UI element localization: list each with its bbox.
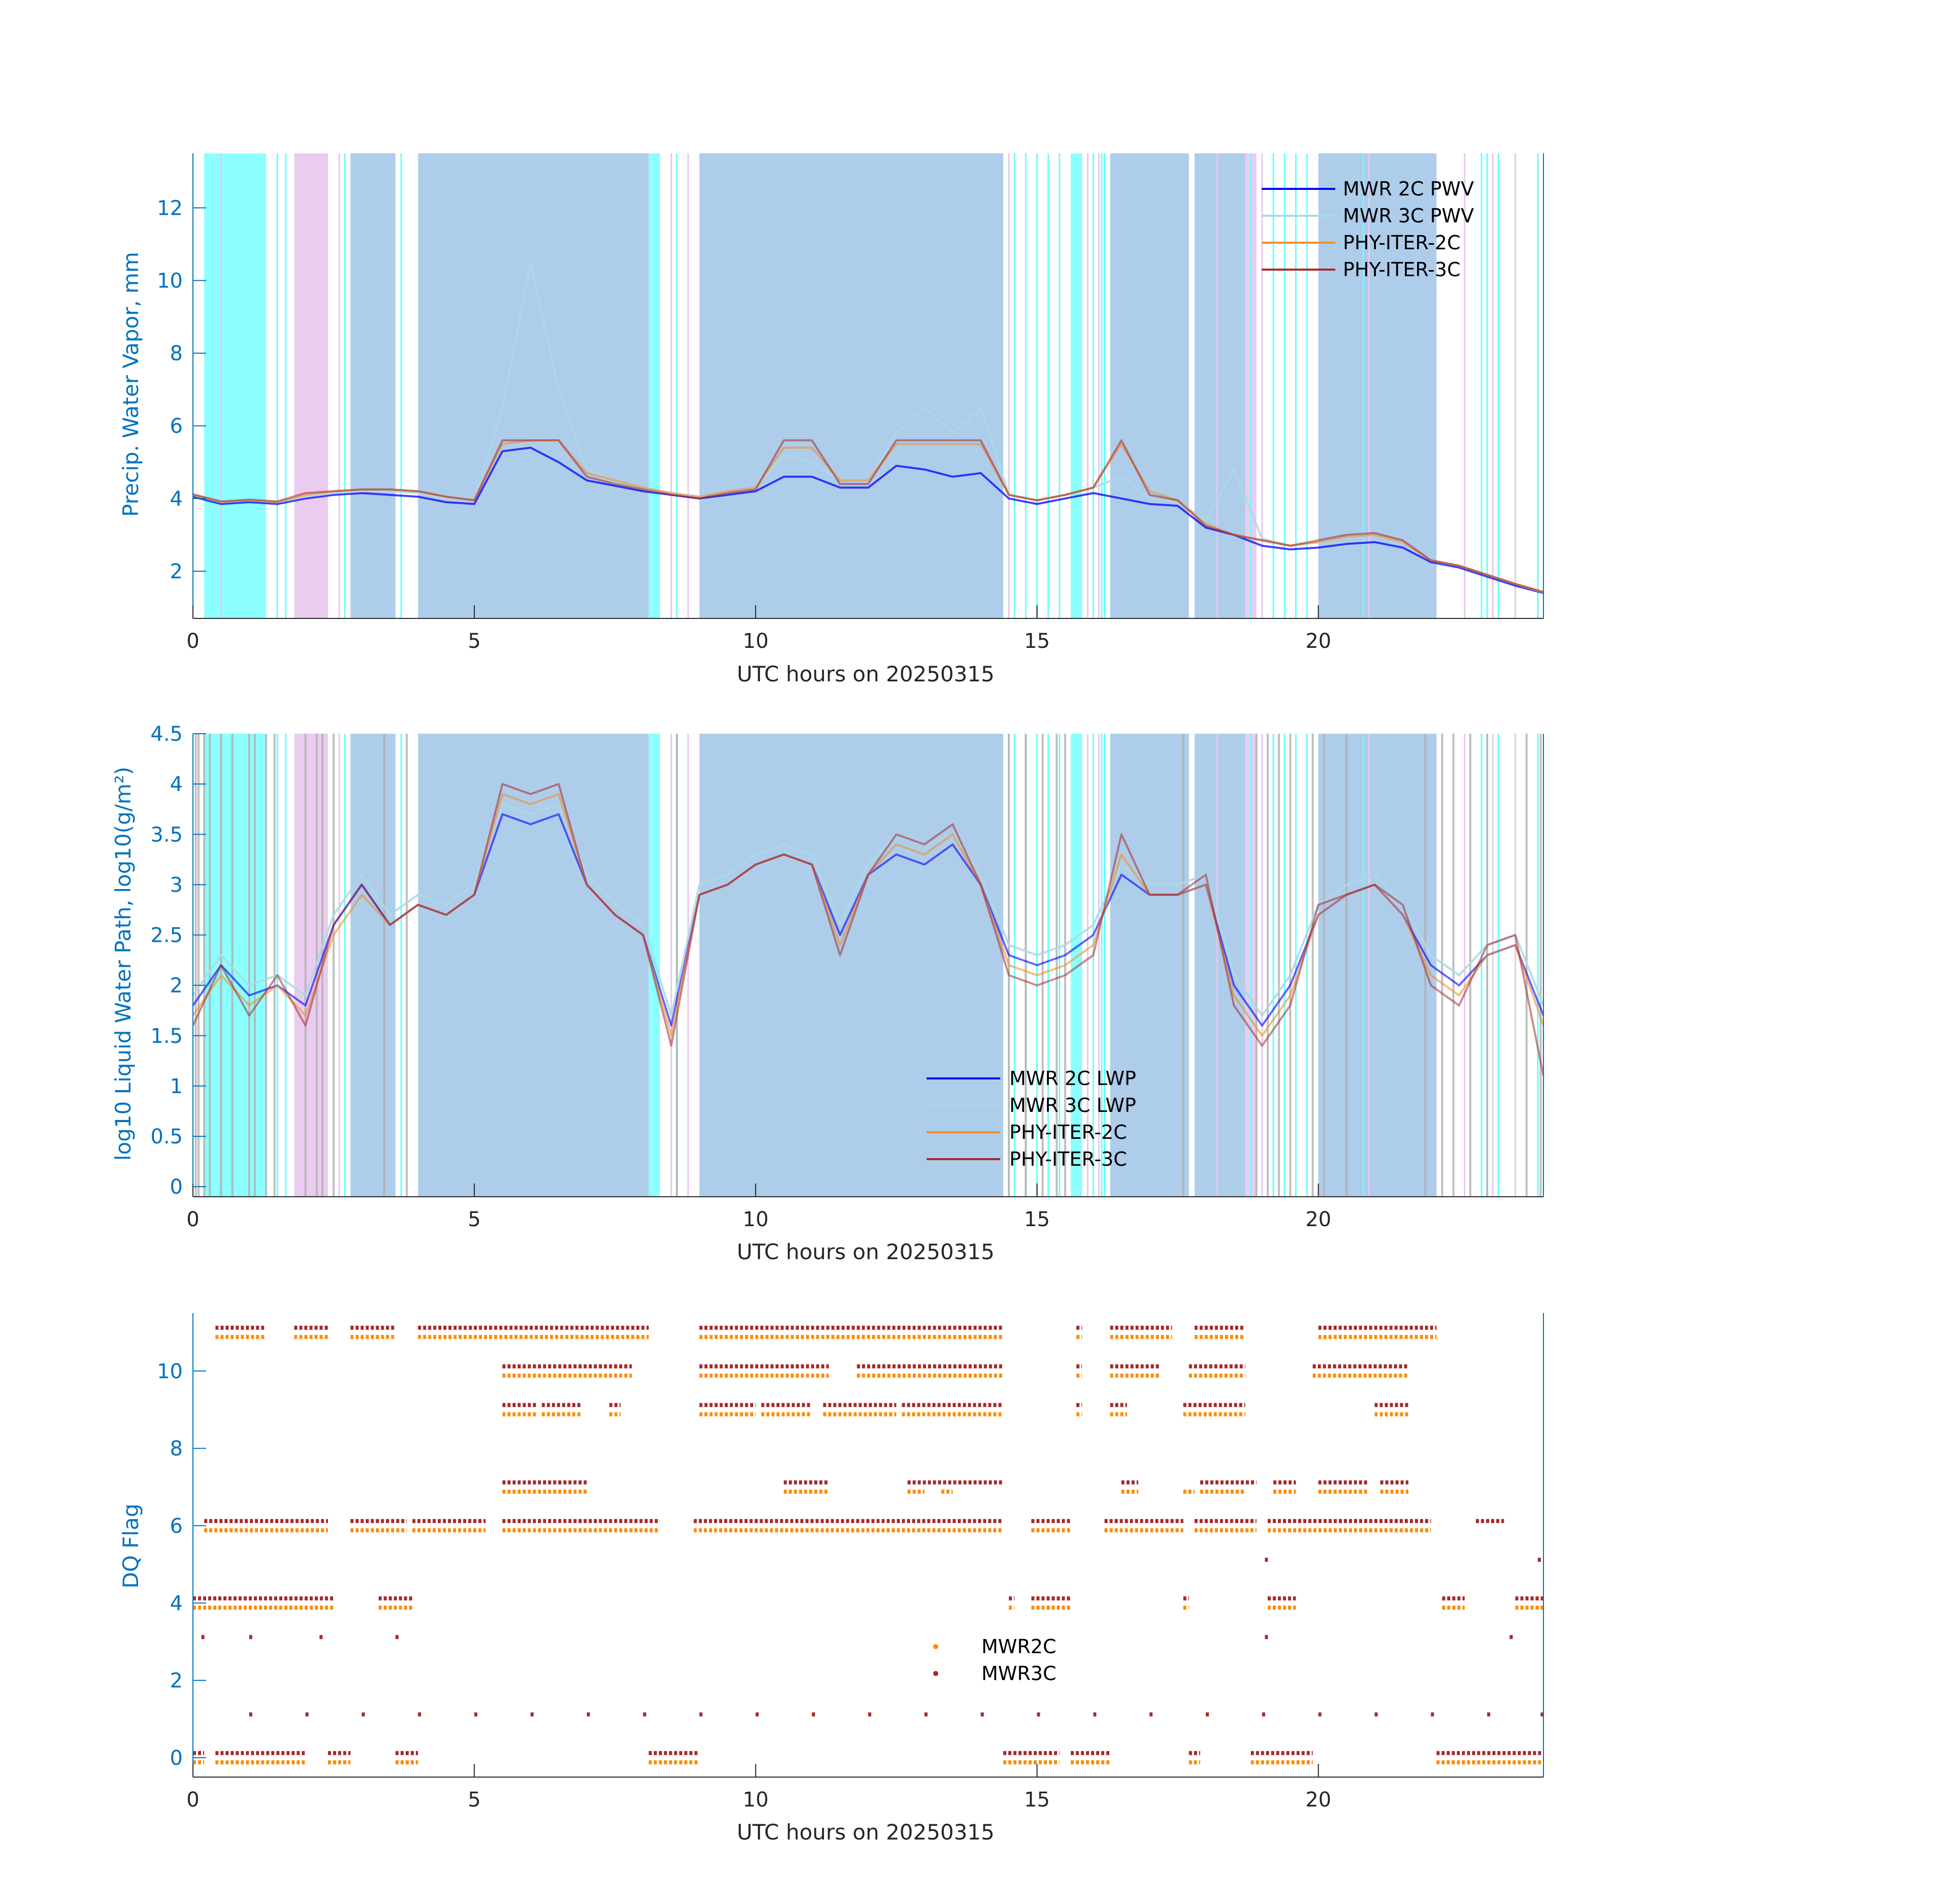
pwv-y-tick-label: 6 bbox=[170, 415, 183, 438]
dq-legend-mwr2c-marker bbox=[933, 1644, 938, 1649]
pwv-y-tick-label: 8 bbox=[170, 342, 183, 366]
lwp-cyan-band bbox=[1071, 734, 1082, 1197]
pwv-y-tick-label: 4 bbox=[170, 487, 183, 511]
pwv-dq11-band bbox=[1194, 153, 1245, 618]
dq-axes: 0 5 10 15 20 0 2 4 6 8 10 bbox=[157, 1313, 1544, 1812]
lwp-dq11-band bbox=[699, 734, 1003, 1197]
pwv-series-line bbox=[192, 439, 1544, 593]
lwp-series bbox=[192, 783, 1544, 1076]
lwp-panel: 0 5 10 15 20 0 0.5 1 1.5 2 2.5 3 3.5 4 4.5 UTC hours o… bbox=[111, 723, 1544, 1264]
dq-y-tick-label: 2 bbox=[170, 1669, 183, 1693]
lwp-y-tick-label: 1.5 bbox=[150, 1025, 183, 1048]
lwp-dq11-band bbox=[1110, 734, 1189, 1197]
dq-x-axis-title: UTC hours on 20250315 bbox=[737, 1820, 995, 1845]
dq-x-tick-label: 5 bbox=[468, 1788, 480, 1812]
lwp-x-tick-label: 15 bbox=[1024, 1208, 1050, 1231]
lwp-legend-phy2c-label: PHY-ITER-2C bbox=[1009, 1121, 1127, 1143]
dq-x-tick-label: 10 bbox=[743, 1788, 769, 1812]
lwp-dq11-band bbox=[418, 734, 649, 1197]
lwp-y-tick-label: 4.5 bbox=[150, 723, 183, 746]
pwv-x-tick-label: 15 bbox=[1024, 630, 1050, 653]
dq-legend-mwr2c-label: MWR2C bbox=[981, 1635, 1056, 1658]
pwv-x-tick-label: 10 bbox=[743, 630, 769, 653]
lwp-y-tick-label: 1 bbox=[170, 1075, 183, 1098]
pwv-legend-phy2c-label: PHY-ITER-2C bbox=[1343, 232, 1461, 254]
lwp-x-tick-label: 5 bbox=[468, 1208, 480, 1231]
lwp-cyan-band bbox=[648, 734, 660, 1197]
lwp-y-tick-label: 0.5 bbox=[150, 1125, 183, 1148]
pwv-cyan-band bbox=[648, 153, 660, 618]
lwp-dq11-band bbox=[1194, 734, 1245, 1197]
pwv-panel: 0 5 10 15 20 2 4 6 8 10 12 UTC hours on 20250315 P… bbox=[118, 153, 1544, 686]
pwv-dq11-band bbox=[699, 153, 1003, 618]
lwp-dq11-band bbox=[1318, 734, 1437, 1197]
pwv-y-tick-label: 2 bbox=[170, 560, 183, 583]
lwp-y-tick-label: 3.5 bbox=[150, 823, 183, 846]
pwv-x-tick-label: 5 bbox=[468, 630, 480, 653]
pwv-x-tick-label: 20 bbox=[1305, 630, 1331, 653]
dq-legend-mwr3c-label: MWR3C bbox=[981, 1662, 1056, 1685]
lwp-x-axis-title: UTC hours on 20250315 bbox=[737, 1239, 995, 1264]
lwp-axes: 0 5 10 15 20 0 0.5 1 1.5 2 2.5 3 3.5 4 4.5 bbox=[150, 723, 1544, 1231]
pwv-cyan-band bbox=[1071, 153, 1082, 618]
pwv-x-tick-label: 0 bbox=[186, 630, 199, 653]
lwp-legend-phy3c-label: PHY-ITER-3C bbox=[1009, 1148, 1127, 1170]
lwp-y-tick-label: 3 bbox=[170, 873, 183, 897]
pwv-background-flags bbox=[204, 153, 1539, 618]
dq-legend-mwr3c-marker bbox=[933, 1671, 938, 1676]
pwv-dq11-band bbox=[1318, 153, 1437, 618]
pwv-dq11-band bbox=[1110, 153, 1189, 618]
lwp-y-tick-label: 0 bbox=[170, 1175, 183, 1199]
pwv-legend: MWR 2C PWV MWR 3C PWV PHY-ITER-2C PHY-IT… bbox=[1262, 178, 1474, 281]
pwv-axes: 0 5 10 15 20 2 4 6 8 10 12 bbox=[157, 153, 1544, 653]
lwp-legend-mwr3c-label: MWR 3C LWP bbox=[1009, 1094, 1136, 1117]
dq-legend: MWR2C MWR3C bbox=[933, 1635, 1056, 1685]
pwv-y-tick-label: 10 bbox=[157, 269, 183, 292]
pwv-y-axis-title: Precip. Water Vapor, mm bbox=[118, 252, 143, 517]
lwp-y-tick-label: 4 bbox=[170, 773, 183, 796]
dq-y-tick-label: 6 bbox=[170, 1515, 183, 1538]
dq-x-tick-label: 15 bbox=[1024, 1788, 1050, 1812]
pwv-cyan-band bbox=[204, 153, 267, 618]
lwp-x-tick-label: 10 bbox=[743, 1208, 769, 1231]
dq-y-tick-label: 8 bbox=[170, 1437, 183, 1461]
pwv-pink-band bbox=[294, 153, 328, 618]
lwp-x-tick-label: 20 bbox=[1305, 1208, 1331, 1231]
pwv-legend-mwr3c-label: MWR 3C PWV bbox=[1343, 205, 1474, 227]
dq-y-tick-label: 0 bbox=[170, 1747, 183, 1770]
pwv-dq11-band bbox=[418, 153, 649, 618]
dq-markers bbox=[193, 1325, 1544, 1765]
pwv-series bbox=[192, 261, 1544, 594]
lwp-series-line bbox=[192, 783, 1544, 1076]
dq-x-tick-label: 20 bbox=[1305, 1788, 1331, 1812]
pwv-y-tick-label: 12 bbox=[157, 196, 183, 220]
dq-y-tick-label: 10 bbox=[157, 1360, 183, 1383]
lwp-legend-mwr2c-label: MWR 2C LWP bbox=[1009, 1067, 1136, 1090]
lwp-y-tick-label: 2 bbox=[170, 974, 183, 998]
dq-y-axis-title: DQ Flag bbox=[118, 1504, 143, 1589]
lwp-background-flags bbox=[194, 734, 1542, 1197]
lwp-y-axis-title: log10 Liquid Water Path, log10(g/m²) bbox=[111, 767, 136, 1161]
pwv-legend-mwr2c-label: MWR 2C PWV bbox=[1343, 178, 1474, 200]
pwv-dq11-band bbox=[350, 153, 396, 618]
dq-panel: 0 5 10 15 20 0 2 4 6 8 10 UTC hours on 20250315 DQ… bbox=[118, 1313, 1544, 1845]
dq-x-tick-label: 0 bbox=[186, 1788, 199, 1812]
lwp-dq11-band bbox=[350, 734, 396, 1197]
lwp-y-tick-label: 2.5 bbox=[150, 924, 183, 947]
pwv-series-line bbox=[192, 446, 1544, 594]
lwp-x-tick-label: 0 bbox=[186, 1208, 199, 1231]
lwp-legend: MWR 2C LWP MWR 3C LWP PHY-ITER-2C PHY-IT… bbox=[927, 1067, 1136, 1170]
dq-y-tick-label: 4 bbox=[170, 1592, 183, 1615]
pwv-x-axis-title: UTC hours on 20250315 bbox=[737, 662, 995, 686]
pwv-legend-phy3c-label: PHY-ITER-3C bbox=[1343, 258, 1461, 281]
